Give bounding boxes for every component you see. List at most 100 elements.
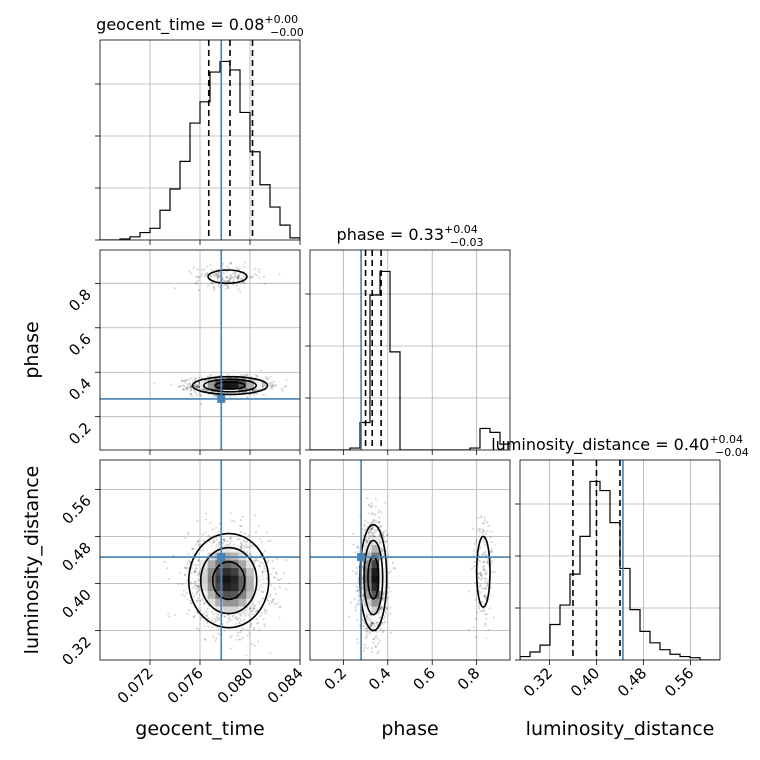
scatter-point bbox=[265, 610, 268, 613]
scatter-point bbox=[487, 524, 490, 528]
x-tick-label-luminosity_distance: 0.32 bbox=[520, 664, 556, 700]
scatter-point bbox=[168, 615, 171, 618]
scatter-point bbox=[356, 641, 359, 645]
scatter-point bbox=[230, 634, 233, 637]
scatter-point bbox=[233, 271, 236, 274]
scatter-point bbox=[266, 599, 269, 602]
scatter-point bbox=[210, 542, 213, 545]
scatter-point bbox=[236, 268, 239, 271]
scatter-point bbox=[481, 552, 484, 555]
scatter-point bbox=[244, 261, 247, 264]
scatter-point bbox=[276, 602, 279, 605]
scatter-point bbox=[484, 578, 487, 581]
scatter-point bbox=[482, 561, 485, 564]
panel-frame bbox=[519, 459, 721, 661]
density-cell bbox=[215, 606, 224, 615]
scatter-point bbox=[227, 279, 231, 283]
scatter-point bbox=[274, 384, 278, 387]
scatter-point bbox=[224, 283, 227, 286]
x-tick-label-phase: 0.4 bbox=[365, 664, 395, 694]
scatter-point bbox=[216, 275, 220, 278]
scatter-point bbox=[368, 504, 371, 507]
scatter-point bbox=[361, 594, 364, 597]
scatter-point bbox=[481, 554, 484, 557]
scatter-point bbox=[214, 394, 217, 397]
scatter-point bbox=[177, 582, 180, 586]
scatter-point bbox=[258, 628, 261, 631]
density-cell bbox=[363, 606, 372, 615]
scatter-point bbox=[488, 607, 491, 610]
scatter-point bbox=[193, 383, 196, 386]
scatter-point bbox=[256, 388, 259, 392]
scatter-point bbox=[273, 385, 276, 388]
scatter-point bbox=[227, 280, 230, 283]
scatter-point bbox=[484, 573, 487, 576]
scatter-point bbox=[285, 588, 288, 591]
scatter-point bbox=[181, 380, 184, 383]
scatter-point bbox=[377, 521, 380, 524]
scatter-point bbox=[203, 268, 206, 271]
scatter-point bbox=[381, 534, 385, 537]
scatter-point bbox=[181, 388, 184, 391]
scatter-point bbox=[186, 566, 189, 570]
scatter-point bbox=[245, 540, 248, 543]
scatter-point bbox=[204, 512, 208, 515]
scatter-point bbox=[249, 541, 252, 544]
scatter-point bbox=[273, 576, 276, 579]
scatter-point bbox=[248, 632, 251, 635]
scatter-point bbox=[194, 566, 198, 570]
scatter-point bbox=[228, 267, 231, 270]
density-cell bbox=[230, 575, 239, 584]
scatter-point bbox=[195, 386, 198, 389]
scatter-point bbox=[252, 608, 255, 611]
scatter-point bbox=[374, 497, 377, 501]
scatter-point bbox=[261, 385, 265, 388]
x-tick-label-luminosity_distance: 0.56 bbox=[661, 664, 697, 700]
scatter-point bbox=[472, 549, 475, 552]
scatter-point bbox=[484, 594, 487, 598]
density-cell bbox=[223, 606, 232, 615]
scatter-point bbox=[483, 596, 486, 599]
scatter-point bbox=[197, 384, 200, 387]
title-lower-error: −0.03 bbox=[450, 236, 484, 249]
scatter-point bbox=[185, 387, 188, 390]
scatter-point bbox=[373, 519, 377, 522]
scatter-point bbox=[269, 375, 272, 378]
scatter-point bbox=[206, 611, 209, 614]
scatter-point bbox=[478, 527, 481, 531]
density-cell bbox=[246, 590, 255, 599]
scatter-point bbox=[229, 647, 232, 650]
scatter-point bbox=[261, 590, 264, 593]
contour-geocent_time-phase-1 bbox=[207, 269, 248, 285]
scatter-point bbox=[355, 638, 359, 641]
scatter-point bbox=[368, 512, 371, 515]
scatter-point bbox=[370, 521, 373, 524]
scatter-point bbox=[364, 528, 367, 531]
scatter-point bbox=[370, 646, 374, 650]
density-cell bbox=[246, 583, 255, 592]
scatter-point bbox=[228, 278, 232, 281]
scatter-point bbox=[216, 632, 220, 635]
scatter-point bbox=[379, 524, 382, 527]
scatter-point bbox=[190, 395, 193, 398]
scatter-point bbox=[252, 628, 255, 631]
scatter-point bbox=[212, 613, 215, 616]
scatter-point bbox=[216, 275, 219, 279]
scatter-point bbox=[262, 617, 265, 621]
scatter-point bbox=[262, 578, 265, 581]
scatter-point bbox=[484, 624, 487, 627]
scatter-point bbox=[381, 597, 384, 600]
scatter-point bbox=[371, 534, 374, 537]
scatter-point bbox=[217, 284, 220, 287]
scatter-point bbox=[276, 578, 280, 581]
scatter-point bbox=[195, 587, 198, 591]
histogram-luminosity_distance bbox=[520, 480, 720, 660]
scatter-point bbox=[215, 637, 218, 640]
scatter-point bbox=[265, 377, 268, 380]
scatter-point bbox=[239, 290, 242, 293]
scatter-point bbox=[372, 531, 375, 534]
scatter-point bbox=[482, 540, 485, 543]
scatter-point bbox=[484, 597, 487, 600]
density-cell bbox=[223, 380, 232, 389]
scatter-point bbox=[477, 554, 481, 557]
